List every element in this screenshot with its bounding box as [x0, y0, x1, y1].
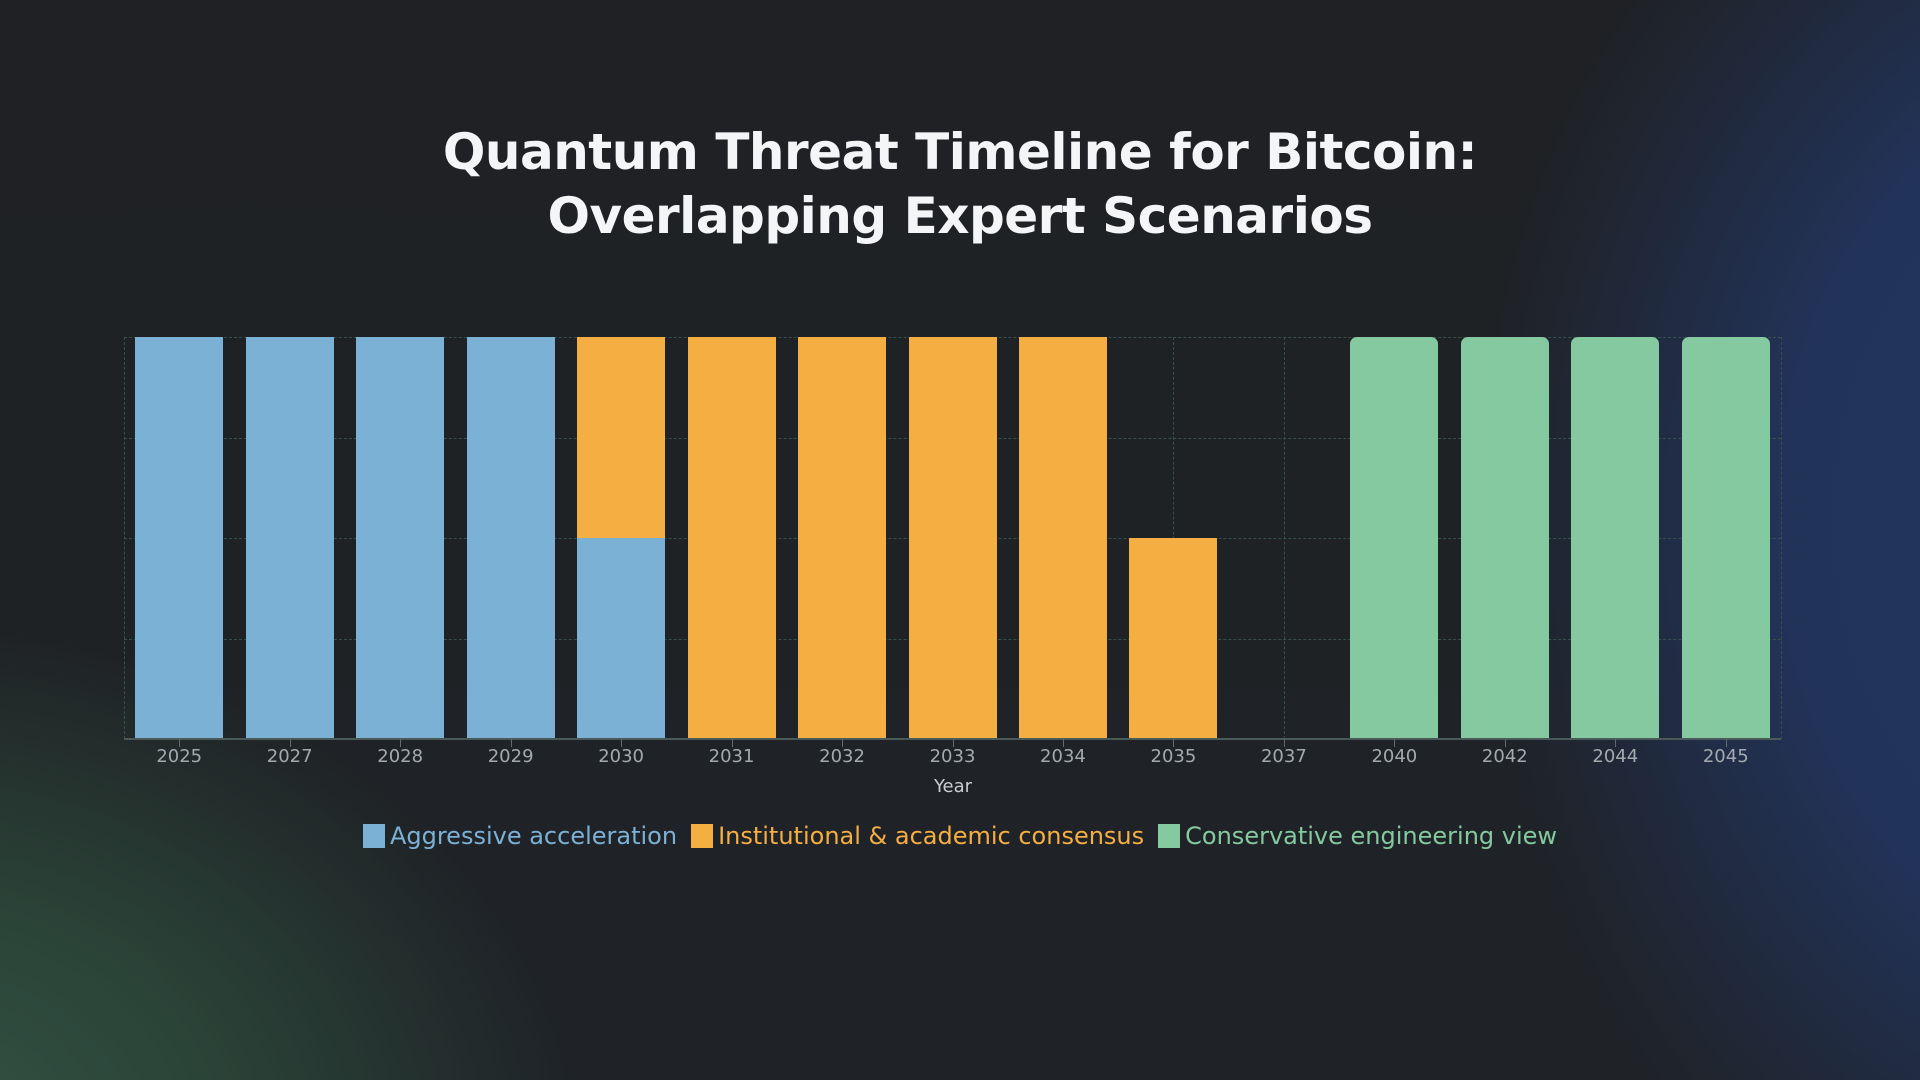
bar-segment-aggressive-acceleration[interactable]	[356, 337, 445, 739]
legend-label: Conservative engineering view	[1185, 822, 1558, 850]
legend-swatch-icon	[691, 824, 714, 848]
legend-item[interactable]: Institutional & academic consensus	[691, 822, 1144, 850]
x-tick	[1725, 739, 1727, 747]
plot-area	[124, 337, 1782, 740]
x-tick-label: 2044	[1592, 746, 1639, 767]
x-tick	[1394, 739, 1396, 747]
x-tick	[1283, 739, 1285, 747]
bar-segment-conservative-engineering-view[interactable]	[1681, 337, 1770, 739]
chart-title: Quantum Threat Timeline for Bitcoin: Ove…	[0, 120, 1920, 248]
bar-segment-institutional-academic-consensus[interactable]	[1129, 538, 1218, 739]
x-tick	[510, 739, 512, 747]
x-tick	[289, 739, 291, 747]
bar-2044[interactable]	[1571, 337, 1660, 739]
x-tick	[1504, 739, 1506, 747]
legend-label: Institutional & academic consensus	[718, 822, 1145, 850]
x-tick	[1615, 739, 1617, 747]
bar-segment-conservative-engineering-view[interactable]	[1350, 337, 1439, 739]
x-tick	[731, 739, 733, 747]
legend-label: Aggressive acceleration	[389, 822, 678, 850]
x-tick	[1173, 739, 1175, 747]
x-axis-label: Year	[933, 776, 973, 797]
x-tick	[1062, 739, 1064, 747]
plot-frame-line	[124, 337, 125, 739]
x-tick	[952, 739, 954, 747]
x-tick	[179, 739, 181, 747]
x-tick-label: 2030	[598, 746, 644, 767]
x-tick	[842, 739, 844, 747]
x-tick-label: 2035	[1150, 746, 1197, 767]
x-tick	[621, 739, 623, 747]
bar-segment-institutional-academic-consensus[interactable]	[1018, 337, 1107, 739]
bar-segment-institutional-academic-consensus[interactable]	[687, 337, 776, 739]
legend-item[interactable]: Conservative engineering view	[1158, 822, 1557, 850]
bar-2025[interactable]	[135, 337, 224, 739]
chart-title-line-2: Overlapping Expert Scenarios	[547, 187, 1373, 245]
x-tick-label: 2029	[487, 746, 534, 767]
bar-2035[interactable]	[1129, 538, 1218, 739]
bar-2042[interactable]	[1460, 337, 1549, 739]
bar-2045[interactable]	[1681, 337, 1770, 739]
bar-2029[interactable]	[466, 337, 555, 739]
x-tick-label: 2027	[266, 746, 313, 767]
x-tick-label: 2031	[708, 746, 755, 767]
x-tick-label: 2032	[819, 746, 865, 767]
bar-2028[interactable]	[356, 337, 445, 739]
bar-segment-institutional-academic-consensus[interactable]	[577, 337, 666, 538]
x-tick	[400, 739, 402, 747]
bar-2027[interactable]	[245, 337, 334, 739]
bar-2030[interactable]	[577, 337, 666, 739]
bar-2034[interactable]	[1018, 337, 1107, 739]
x-tick-label: 2040	[1371, 746, 1418, 767]
bar-segment-aggressive-acceleration[interactable]	[135, 337, 224, 739]
bar-segment-conservative-engineering-view[interactable]	[1571, 337, 1660, 739]
bar-segment-aggressive-acceleration[interactable]	[245, 337, 334, 739]
x-tick-label: 2033	[929, 746, 976, 767]
x-tick-label: 2025	[156, 746, 203, 767]
bar-segment-aggressive-acceleration[interactable]	[577, 538, 666, 739]
legend-item[interactable]: Aggressive acceleration	[362, 822, 678, 850]
legend: Aggressive acceleration Institutional & a…	[0, 822, 1920, 850]
x-tick-label: 2042	[1481, 746, 1528, 767]
bar-2033[interactable]	[908, 337, 997, 739]
bar-2040[interactable]	[1350, 337, 1439, 739]
legend-swatch-icon	[1158, 824, 1181, 848]
x-tick-label: 2028	[377, 746, 424, 767]
bar-segment-institutional-academic-consensus[interactable]	[908, 337, 997, 739]
x-tick-label: 2034	[1040, 746, 1086, 767]
bar-segment-conservative-engineering-view[interactable]	[1460, 337, 1549, 739]
legend-swatch-icon	[362, 824, 385, 848]
plot-frame-line	[1781, 337, 1782, 739]
bar-segment-institutional-academic-consensus[interactable]	[798, 337, 887, 739]
chart-title-line-1: Quantum Threat Timeline for Bitcoin:	[442, 123, 1478, 181]
vertical-gridline	[1283, 337, 1285, 739]
x-tick-label: 2045	[1702, 746, 1749, 767]
bar-2032[interactable]	[798, 337, 887, 739]
bar-2031[interactable]	[687, 337, 776, 739]
bar-segment-aggressive-acceleration[interactable]	[466, 337, 555, 739]
x-tick-label: 2037	[1260, 746, 1307, 767]
